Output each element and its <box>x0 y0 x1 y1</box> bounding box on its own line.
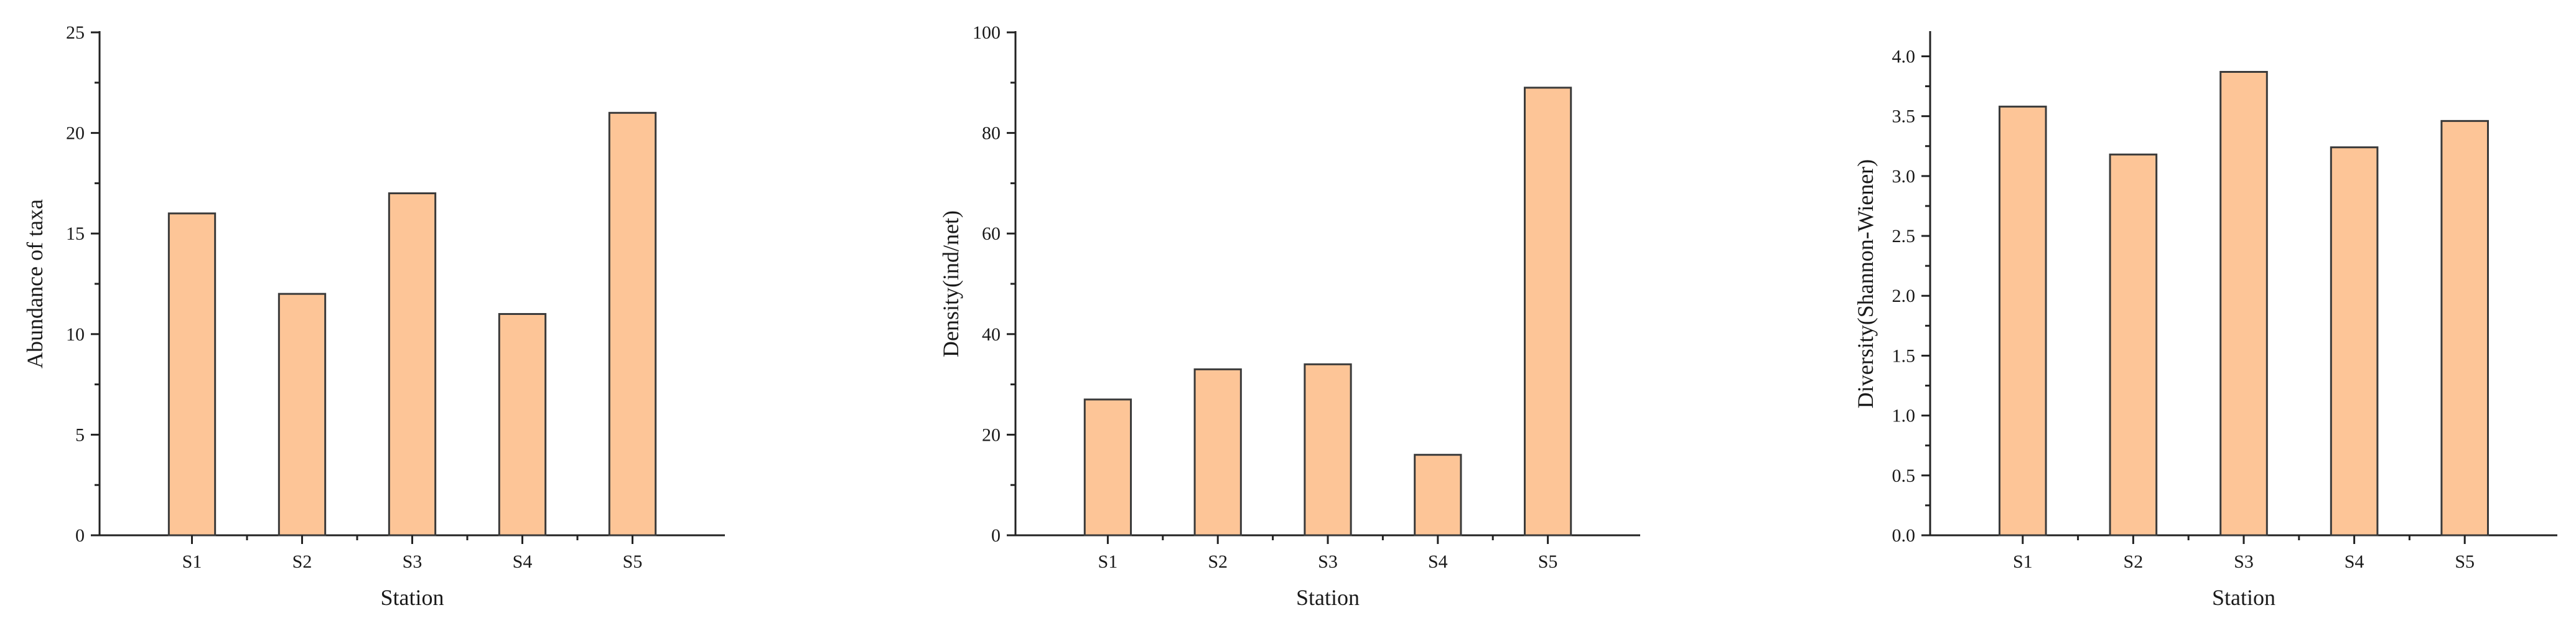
chart-2-bar-s3 <box>1304 363 1352 537</box>
chart-1-bar-s1 <box>167 212 217 537</box>
chart-2-bar-s4 <box>1414 454 1462 537</box>
chart-3-bar-s5 <box>2440 120 2489 537</box>
chart-3-x-axis-label: Station <box>2212 585 2275 610</box>
chart-3-bar-s2 <box>2109 153 2158 537</box>
chart-2-x-tick-label: S5 <box>1538 551 1558 572</box>
chart-2-y-tick-label: 40 <box>982 324 1001 345</box>
chart-2-y-tick-label: 80 <box>982 123 1001 144</box>
chart-1-y-tick-label: 15 <box>66 223 85 244</box>
chart-3-y-tick-label: 1.5 <box>1892 345 1916 366</box>
chart-1-y-tick-label: 20 <box>66 123 85 144</box>
chart-1-y-tick-label: 5 <box>75 424 85 445</box>
chart-3-y-tick-label: 2.0 <box>1892 286 1916 306</box>
chart-2-y-tick-label: 20 <box>982 424 1001 445</box>
chart-3-bar-s4 <box>2330 146 2379 537</box>
chart-3-bar-s1 <box>1999 105 2047 537</box>
chart-3-bar-s3 <box>2219 70 2268 537</box>
chart-3-y-axis-label: Diversity(Shannon-Wiener) <box>1853 159 1878 408</box>
chart-1-bar-s5 <box>608 111 657 537</box>
chart-2-x-tick-label: S4 <box>1428 551 1448 572</box>
chart-3-y-tick-label: 0.0 <box>1892 525 1916 546</box>
chart-2-y-tick-label: 0 <box>991 525 1001 546</box>
chart-3-x-tick-label: S4 <box>2345 551 2364 572</box>
chart-1-y-tick-label: 25 <box>66 22 85 43</box>
chart-1-bar-s4 <box>498 312 547 537</box>
chart-1-x-tick-label: S4 <box>513 551 533 572</box>
chart-1-y-tick-label: 0 <box>75 525 85 546</box>
chart-1-bar-s2 <box>278 293 327 537</box>
chart-3-x-tick-label: S3 <box>2234 551 2254 572</box>
chart-1-x-tick-label: S3 <box>403 551 422 572</box>
chart-3-x-tick-label: S5 <box>2455 551 2475 572</box>
chart-3-y-tick-label: 1.0 <box>1892 406 1916 426</box>
chart-3-y-tick-label: 4.0 <box>1892 46 1916 67</box>
chart-1-y-axis-label: Abundance of taxa <box>22 199 47 368</box>
chart-2-x-tick-label: S2 <box>1208 551 1228 572</box>
chart-3-y-tick-label: 3.0 <box>1892 166 1916 187</box>
chart-2-y-axis-label: Density(ind/net) <box>938 210 963 357</box>
chart-2-x-tick-label: S3 <box>1318 551 1338 572</box>
chart-3-y-tick-label: 2.5 <box>1892 226 1916 246</box>
chart-3-y-tick-label: 0.5 <box>1892 466 1916 486</box>
chart-1-x-tick-label: S5 <box>623 551 643 572</box>
chart-3-y-tick-label: 3.5 <box>1892 106 1916 127</box>
chart-2-y-tick-label: 60 <box>982 223 1001 244</box>
chart-1-y-tick-label: 10 <box>66 324 85 345</box>
chart-2-y-tick-label: 100 <box>973 22 1001 43</box>
chart-2-bar-s5 <box>1523 87 1572 537</box>
chart-2-bar-s2 <box>1193 368 1242 537</box>
chart-3-x-tick-label: S2 <box>2124 551 2144 572</box>
chart-1-x-tick-label: S2 <box>292 551 312 572</box>
chart-2-x-tick-label: S1 <box>1098 551 1118 572</box>
chart-2-x-axis-label: Station <box>1296 585 1360 610</box>
chart-3-x-tick-label: S1 <box>2013 551 2033 572</box>
chart-1-bar-s3 <box>388 192 437 537</box>
chart-2-bar-s1 <box>1083 398 1132 537</box>
chart-1-x-tick-label: S1 <box>182 551 202 572</box>
chart-1-x-axis-label: Station <box>380 585 444 610</box>
